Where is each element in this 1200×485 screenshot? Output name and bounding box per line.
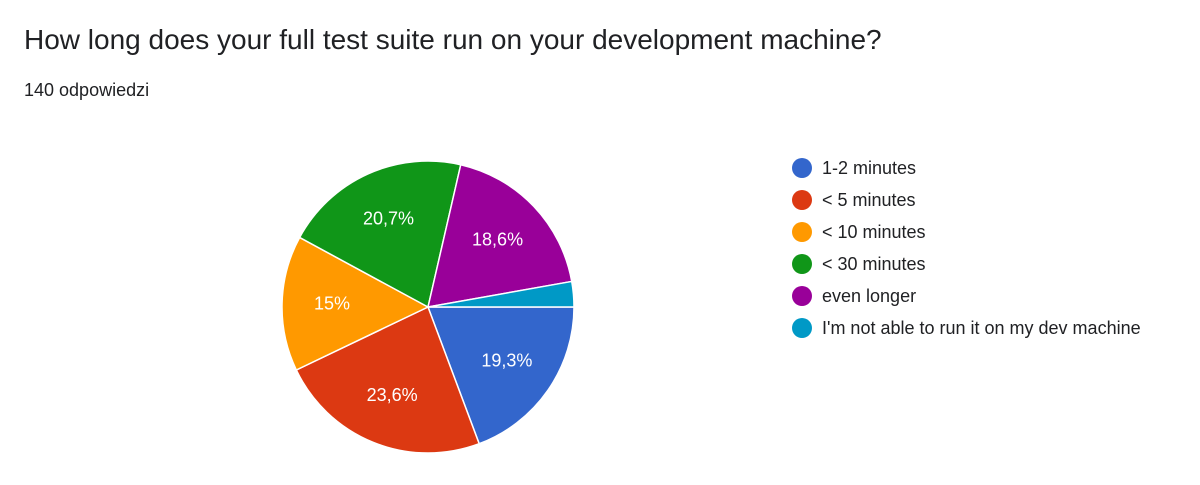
- response-count: 140 odpowiedzi: [24, 80, 150, 100]
- legend-item-5-minutes[interactable]: < 5 minutes: [792, 184, 1141, 216]
- pie-slice-5-minutes[interactable]: [295, 305, 481, 454]
- legend-swatch: [792, 158, 812, 178]
- legend-swatch: [792, 254, 812, 274]
- chart-title: How long does your full test suite run o…: [24, 24, 882, 55]
- slice-label-even-longer: 18,6%: [472, 230, 523, 250]
- slice-label-1-2-minutes: 19,3%: [481, 350, 532, 370]
- pie-slice-1-2-minutes[interactable]: [426, 306, 575, 445]
- legend-label: < 5 minutes: [822, 189, 916, 210]
- legend-item-30-minutes[interactable]: < 30 minutes: [792, 248, 1141, 280]
- legend-swatch: [792, 222, 812, 242]
- legend-label: < 30 minutes: [822, 253, 926, 274]
- legend-item-1-2-minutes[interactable]: 1-2 minutes: [792, 152, 1141, 184]
- pie-slice-even-longer[interactable]: [427, 163, 573, 308]
- pie-slice-10-minutes[interactable]: [281, 236, 430, 371]
- legend-item-10-minutes[interactable]: < 10 minutes: [792, 216, 1141, 248]
- legend-item-i-m-not-able-to-run-it-on-my-dev-machine[interactable]: I'm not able to run it on my dev machine: [792, 312, 1141, 344]
- legend-item-even-longer[interactable]: even longer: [792, 280, 1141, 312]
- pie-slice-30-minutes[interactable]: [298, 160, 462, 309]
- legend-label: I'm not able to run it on my dev machine: [822, 317, 1141, 338]
- slice-label-10-minutes: 15%: [314, 293, 350, 313]
- legend-label: 1-2 minutes: [822, 157, 917, 178]
- slice-label-5-minutes: 23,6%: [367, 385, 418, 405]
- chart-legend: 1-2 minutes < 5 minutes < 10 minutes < 30 m…: [792, 152, 1141, 344]
- slice-label-30-minutes: 20,7%: [363, 208, 414, 228]
- legend-swatch: [792, 286, 812, 306]
- legend-label: even longer: [822, 285, 917, 306]
- legend-swatch: [792, 190, 812, 210]
- pie-slice-i-m-not-able-to-run-it-on-my-dev-machine[interactable]: [427, 280, 575, 308]
- legend-swatch: [792, 318, 812, 338]
- legend-label: < 10 minutes: [822, 221, 926, 242]
